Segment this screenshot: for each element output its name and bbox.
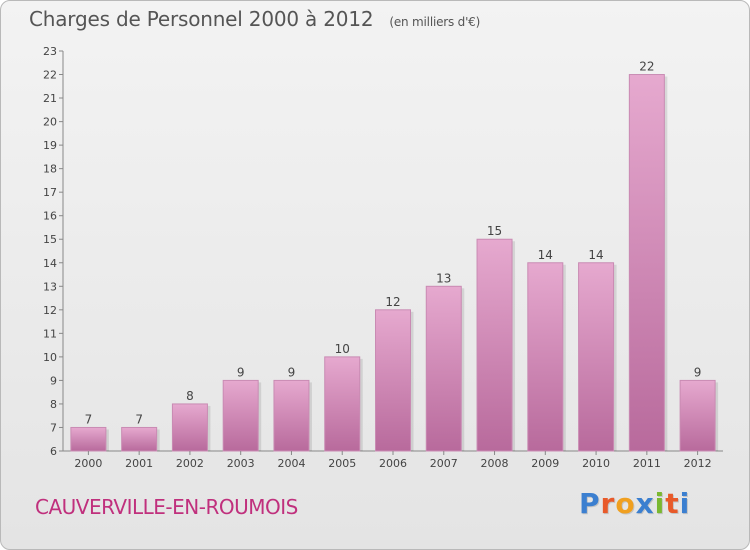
y-tick-label: 13	[43, 280, 57, 293]
chart-unit: (en milliers d'€)	[389, 15, 481, 29]
y-tick-label: 18	[43, 163, 57, 176]
x-tick-label: 2002	[176, 457, 204, 470]
bar	[476, 238, 513, 452]
bar	[121, 426, 158, 452]
y-tick-label: 16	[43, 210, 57, 223]
x-tick-label: 2010	[582, 457, 610, 470]
y-tick-label: 19	[43, 139, 57, 152]
y-tick-label: 12	[43, 304, 57, 317]
logo-letter: P	[579, 487, 601, 520]
title-text: Charges de Personnel 2000 à 2012	[29, 7, 374, 31]
x-tick-label: 2006	[379, 457, 407, 470]
data-label: 12	[385, 295, 400, 309]
x-tick-label: 2008	[481, 457, 509, 470]
y-tick-label: 15	[43, 233, 57, 246]
x-tick-label: 2009	[531, 457, 559, 470]
proxiti-logo: Proxiti	[579, 487, 690, 520]
x-tick-label: 2003	[227, 457, 255, 470]
logo-letter: i	[679, 487, 691, 520]
data-label: 14	[588, 248, 603, 262]
data-label: 8	[186, 389, 194, 403]
x-tick-label: 2004	[277, 457, 305, 470]
x-tick-label: 2001	[125, 457, 153, 470]
data-label: 7	[85, 412, 93, 426]
data-label: 9	[237, 365, 245, 379]
y-tick-label: 23	[43, 45, 57, 58]
data-label: 10	[335, 342, 350, 356]
y-tick-label: 11	[43, 327, 57, 340]
data-label: 9	[288, 365, 296, 379]
chart-title: Charges de Personnel 2000 à 2012 (en mill…	[29, 7, 480, 31]
y-tick-label: 9	[50, 374, 57, 387]
y-tick-label: 6	[50, 445, 57, 458]
x-tick-label: 2007	[430, 457, 458, 470]
bar	[527, 262, 564, 452]
logo-letter: t	[665, 487, 680, 520]
y-tick-label: 14	[43, 257, 57, 270]
y-tick-label: 17	[43, 186, 57, 199]
bar	[628, 74, 665, 452]
x-tick-label: 2011	[633, 457, 661, 470]
logo-letter: o	[615, 487, 636, 520]
x-tick-label: 2000	[74, 457, 102, 470]
bar	[70, 426, 107, 452]
bar	[324, 356, 361, 452]
data-label: 7	[135, 412, 143, 426]
x-tick-label: 2012	[684, 457, 712, 470]
bar	[679, 379, 716, 452]
bar	[171, 403, 208, 452]
bar	[273, 379, 310, 452]
y-tick-label: 8	[50, 398, 57, 411]
y-tick-label: 22	[43, 69, 57, 82]
y-tick-label: 21	[43, 92, 57, 105]
data-label: 13	[436, 271, 451, 285]
bar	[222, 379, 259, 452]
data-label: 22	[639, 60, 654, 74]
bar	[375, 309, 411, 452]
data-label: 15	[487, 224, 502, 238]
bar	[425, 285, 462, 452]
y-tick-label: 20	[43, 116, 57, 129]
logo-letter: r	[600, 487, 616, 520]
y-tick-label: 7	[50, 421, 57, 434]
logo-letter: i	[654, 487, 666, 520]
bar	[578, 262, 615, 452]
y-tick-label: 10	[43, 351, 57, 364]
data-label: 14	[538, 248, 553, 262]
x-tick-label: 2005	[328, 457, 356, 470]
data-label: 9	[694, 365, 702, 379]
commune-name: CAUVERVILLE-EN-ROUMOIS	[35, 495, 298, 519]
logo-letter: x	[635, 487, 655, 520]
